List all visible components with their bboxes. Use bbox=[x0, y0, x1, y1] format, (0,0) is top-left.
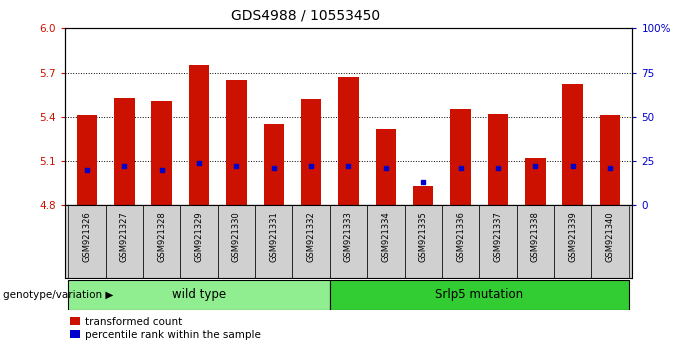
Text: GSM921332: GSM921332 bbox=[307, 211, 316, 262]
Bar bbox=[405, 205, 442, 278]
Bar bbox=[114, 98, 135, 205]
Bar bbox=[367, 205, 405, 278]
Bar bbox=[600, 115, 620, 205]
Bar bbox=[152, 101, 172, 205]
Bar bbox=[264, 124, 284, 205]
Text: GSM921326: GSM921326 bbox=[82, 211, 92, 262]
Bar bbox=[226, 80, 247, 205]
Bar bbox=[330, 280, 629, 310]
Text: GSM921336: GSM921336 bbox=[456, 211, 465, 262]
Bar bbox=[592, 205, 629, 278]
Text: GSM921340: GSM921340 bbox=[605, 211, 615, 262]
Bar bbox=[105, 205, 143, 278]
Bar bbox=[330, 205, 367, 278]
Legend: transformed count, percentile rank within the sample: transformed count, percentile rank withi… bbox=[70, 317, 261, 340]
Text: GSM921335: GSM921335 bbox=[419, 211, 428, 262]
Bar bbox=[517, 205, 554, 278]
Bar bbox=[292, 205, 330, 278]
Text: GSM921331: GSM921331 bbox=[269, 211, 278, 262]
Text: wild type: wild type bbox=[172, 288, 226, 301]
Bar bbox=[450, 109, 471, 205]
Bar bbox=[218, 205, 255, 278]
Bar bbox=[338, 77, 359, 205]
Text: GSM921330: GSM921330 bbox=[232, 211, 241, 262]
Bar bbox=[442, 205, 479, 278]
Bar bbox=[488, 114, 508, 205]
Bar bbox=[554, 205, 592, 278]
Text: GSM921327: GSM921327 bbox=[120, 211, 129, 262]
Bar bbox=[180, 205, 218, 278]
Bar bbox=[68, 205, 105, 278]
Bar bbox=[375, 129, 396, 205]
Bar bbox=[301, 99, 322, 205]
Bar bbox=[255, 205, 292, 278]
Text: genotype/variation ▶: genotype/variation ▶ bbox=[3, 290, 114, 300]
Bar bbox=[77, 115, 97, 205]
Bar bbox=[413, 186, 433, 205]
Text: GDS4988 / 10553450: GDS4988 / 10553450 bbox=[231, 9, 381, 23]
Bar bbox=[525, 158, 545, 205]
Text: GSM921338: GSM921338 bbox=[531, 211, 540, 262]
Text: Srlp5 mutation: Srlp5 mutation bbox=[435, 288, 524, 301]
Text: GSM921333: GSM921333 bbox=[344, 211, 353, 262]
Bar bbox=[68, 280, 330, 310]
Text: GSM921339: GSM921339 bbox=[568, 211, 577, 262]
Bar bbox=[189, 65, 209, 205]
Text: GSM921328: GSM921328 bbox=[157, 211, 166, 262]
Text: GSM921329: GSM921329 bbox=[194, 211, 203, 262]
Bar bbox=[143, 205, 180, 278]
Bar bbox=[479, 205, 517, 278]
Text: GSM921334: GSM921334 bbox=[381, 211, 390, 262]
Text: GSM921337: GSM921337 bbox=[494, 211, 503, 262]
Bar bbox=[562, 84, 583, 205]
